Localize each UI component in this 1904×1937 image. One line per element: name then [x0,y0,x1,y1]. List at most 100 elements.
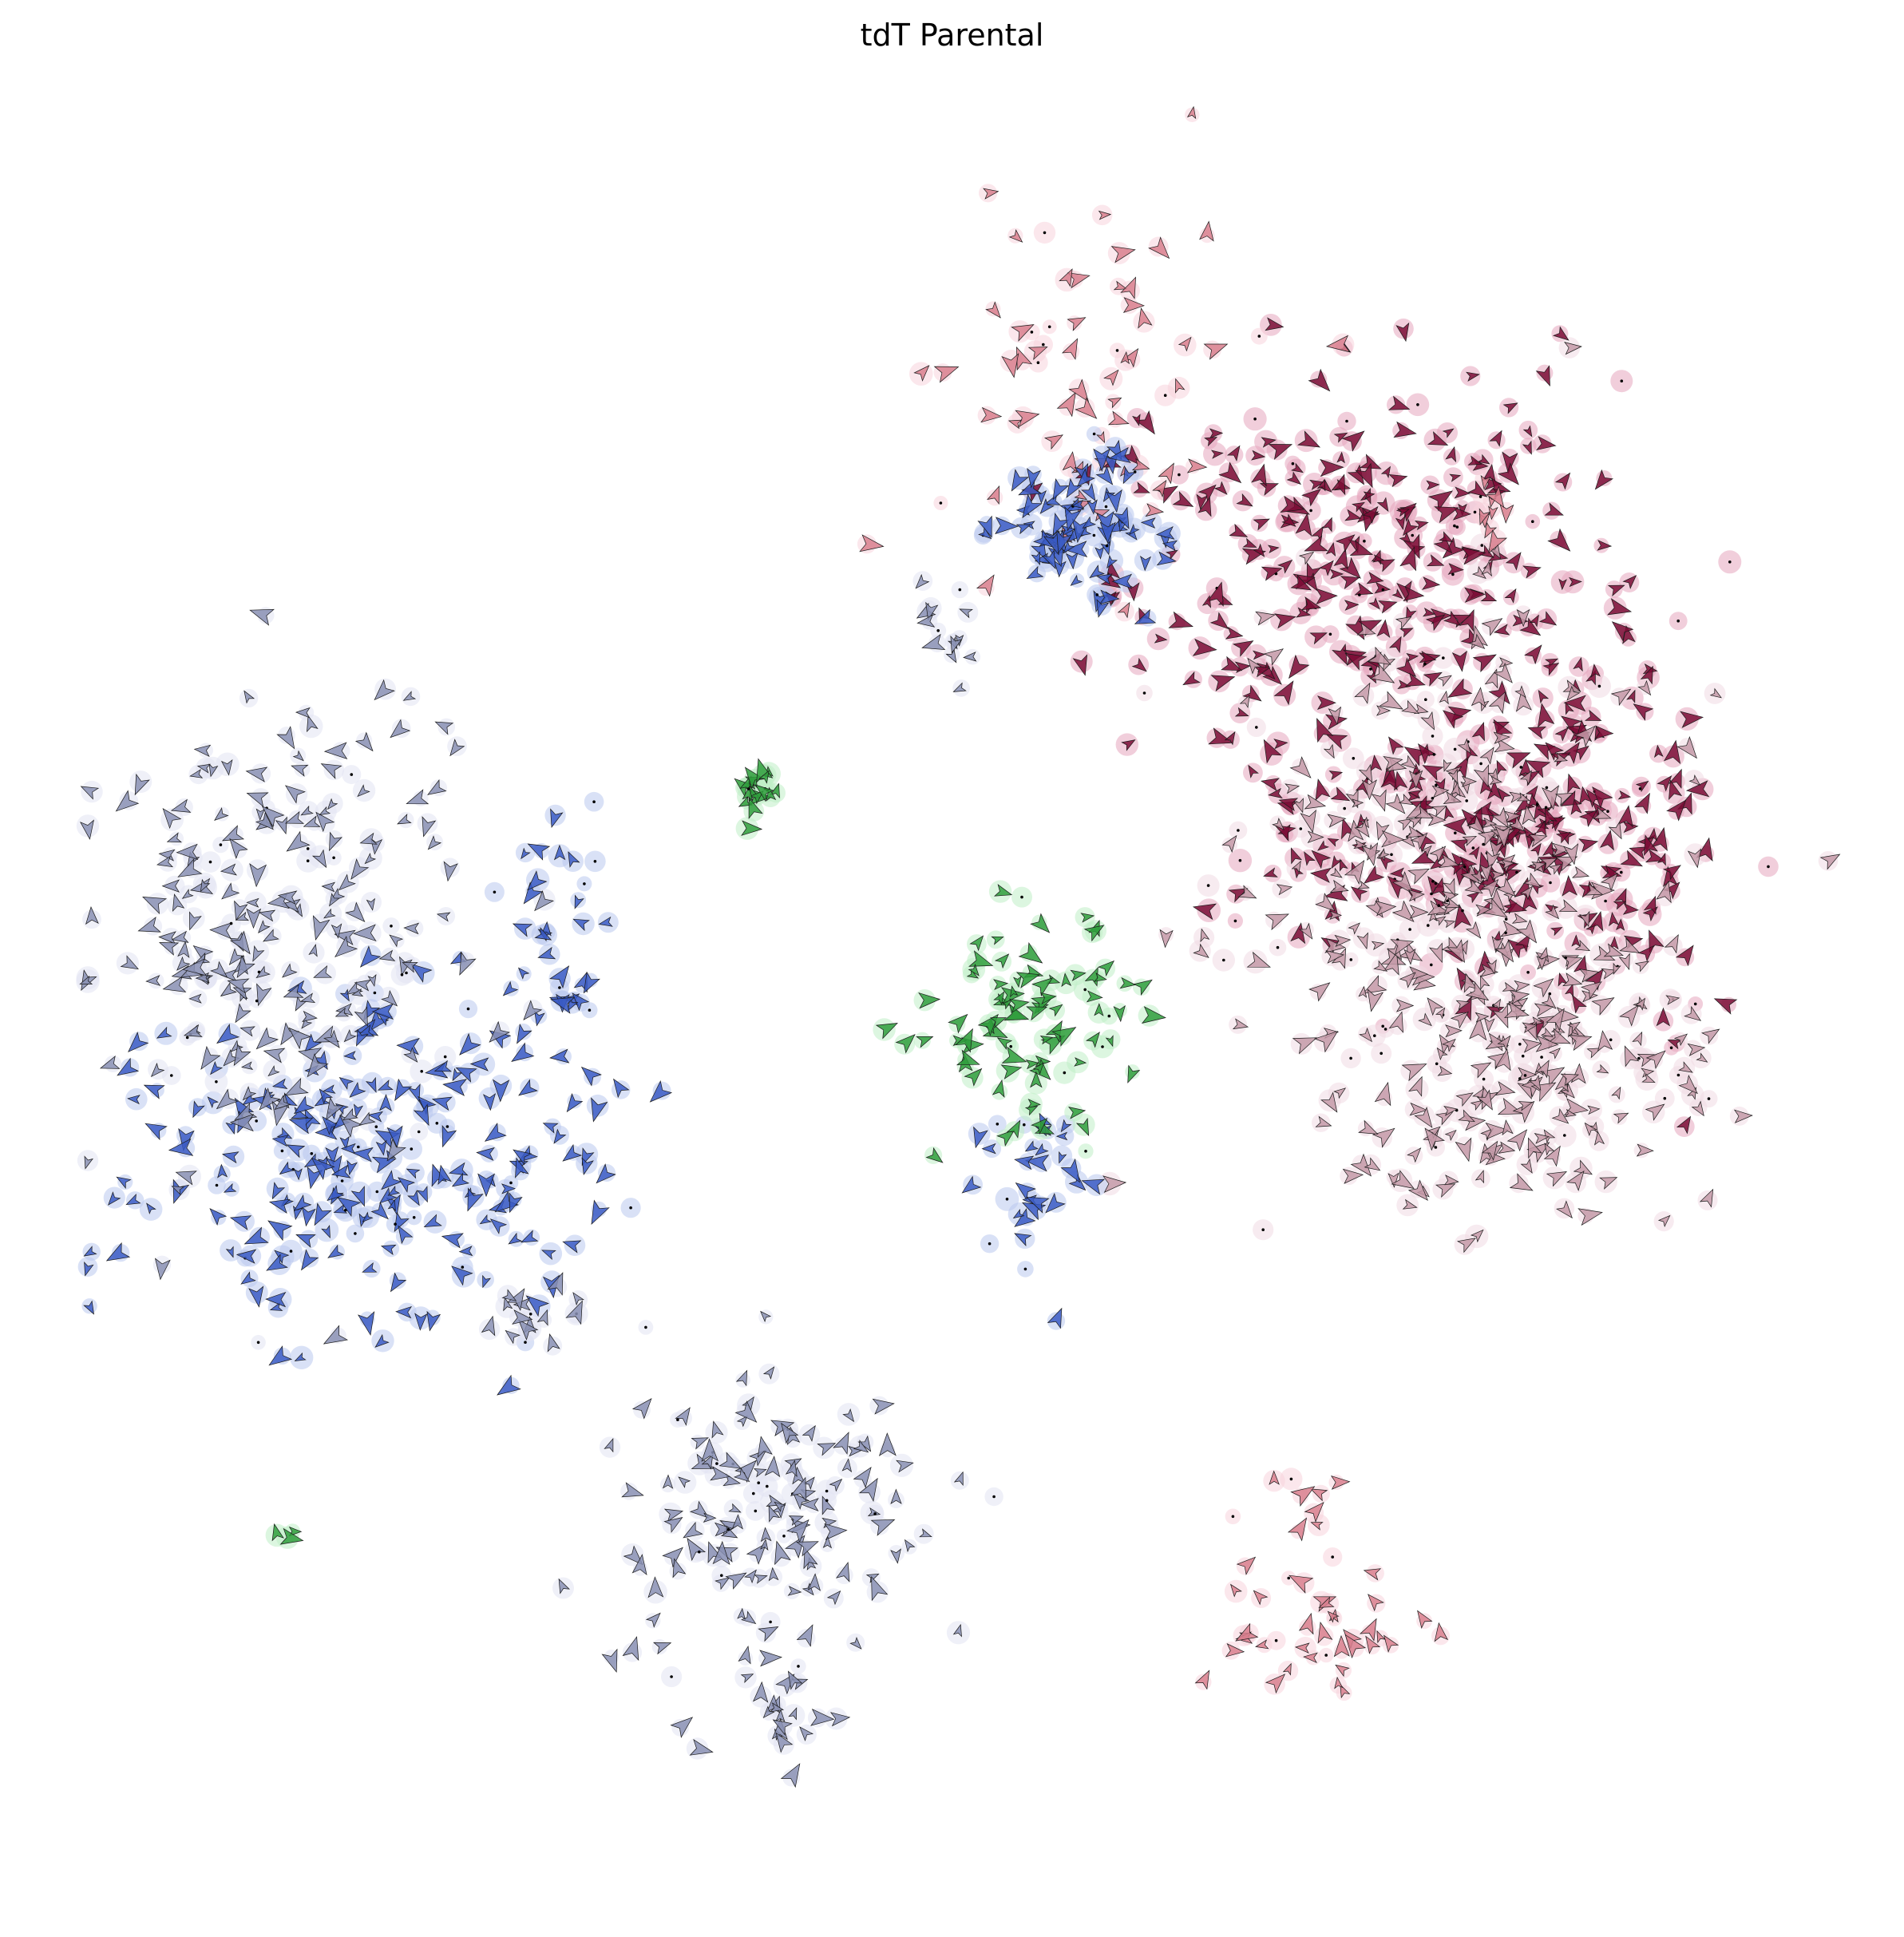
cell-point [769,1620,772,1624]
cell-point [1620,870,1623,874]
velocity-arrow [1531,862,1547,872]
velocity-arrow [168,1138,194,1156]
velocity-arrow [1289,756,1312,778]
cell-point [1728,561,1732,564]
velocity-arrow [1140,517,1156,529]
velocity-arrow [1234,707,1249,717]
cell-point [1430,963,1433,967]
velocity-arrow [402,691,417,701]
velocity-arrow [994,884,1013,897]
velocity-arrow [1477,830,1498,846]
velocity-arrow [1431,806,1447,817]
velocity-arrow [1425,614,1446,632]
velocity-arrow [1388,736,1404,755]
velocity-arrow [1325,335,1351,353]
velocity-arrow [1443,759,1452,772]
velocity-arrow [1024,1155,1050,1172]
velocity-arrow [1426,480,1440,490]
velocity-arrow [1408,790,1423,799]
velocity-arrow [987,485,1000,505]
cell-point [1020,895,1023,899]
velocity-arrow [511,1042,535,1062]
velocity-arrow [323,908,336,919]
velocity-arrow [1573,656,1583,672]
velocity-arrow [144,1123,168,1141]
velocity-arrow [1376,497,1389,513]
velocity-arrow [1296,430,1321,448]
cell-point [1453,747,1457,751]
velocity-arrow [1452,506,1472,521]
velocity-arrow [158,931,176,945]
cell-point [1023,1123,1026,1127]
velocity-arrow [271,1523,284,1542]
velocity-arrow [1434,506,1459,524]
velocity-arrow [1152,480,1167,497]
velocity-arrow [1224,731,1236,746]
velocity-arrow [566,1093,584,1113]
velocity-arrow [1367,988,1384,1012]
velocity-arrow [735,1369,748,1387]
velocity-arrow [116,1176,132,1189]
velocity-arrow [1192,903,1217,921]
cell-point [1638,787,1642,790]
cell-point [583,882,586,885]
velocity-arrow [1444,897,1461,909]
velocity-arrow [1282,1662,1292,1676]
velocity-arrow [527,870,548,891]
velocity-arrow [1465,980,1490,1001]
velocity-arrow [1485,1122,1509,1140]
velocity-arrow [1325,950,1344,964]
velocity-arrow [1094,1003,1104,1016]
velocity-arrow [1494,939,1514,963]
velocity-arrow [1290,1486,1316,1507]
velocity-arrow [1572,745,1589,761]
velocity-arrow [364,852,377,865]
velocity-arrow [181,958,208,976]
velocity-arrow [1597,1030,1613,1052]
velocity-arrow [1629,846,1649,860]
velocity-arrow [1512,614,1529,627]
cell-point [1358,593,1361,596]
velocity-arrow [1300,809,1316,834]
velocity-arrow [327,1244,345,1258]
velocity-arrow [1122,297,1146,313]
chart-title: tdT Parental [860,18,1044,53]
velocity-arrow [520,1230,539,1243]
velocity-arrow [536,1309,548,1326]
velocity-arrow [1015,972,1041,988]
velocity-arrow [1070,574,1083,586]
velocity-arrow [1226,445,1241,462]
velocity-arrow [1328,706,1342,725]
velocity-arrow [1633,703,1654,721]
velocity-arrow [1043,493,1061,505]
velocity-arrow [1519,770,1533,786]
velocity-arrow [741,1610,757,1625]
velocity-arrow [1026,1006,1048,1021]
velocity-arrow [1402,1198,1418,1210]
velocity-arrow [759,1650,783,1667]
velocity-arrow [1429,846,1447,863]
velocity-arrow [1059,268,1073,287]
velocity-arrow [1400,832,1415,848]
velocity-arrow [1611,1086,1621,1100]
velocity-arrow [1443,1106,1459,1116]
velocity-arrow [1493,624,1510,636]
cell-point [1461,909,1464,913]
velocity-arrow [1232,1018,1249,1030]
velocity-arrow [1399,546,1417,572]
velocity-arrow [1102,1175,1127,1193]
velocity-arrow [1577,1208,1603,1226]
cell-point [936,629,940,632]
velocity-arrow [1229,1583,1242,1598]
velocity-arrow [1554,792,1574,806]
velocity-arrow [1518,1101,1534,1111]
velocity-arrow [390,1272,407,1293]
velocity-arrow [670,1717,694,1738]
velocity-arrow [663,1517,683,1533]
velocity-arrow [1467,480,1488,497]
velocity-arrow [631,1554,647,1575]
velocity-arrow [691,1437,709,1450]
cell-point [1363,539,1366,543]
cell-point [1408,928,1411,931]
velocity-arrow [192,945,214,964]
